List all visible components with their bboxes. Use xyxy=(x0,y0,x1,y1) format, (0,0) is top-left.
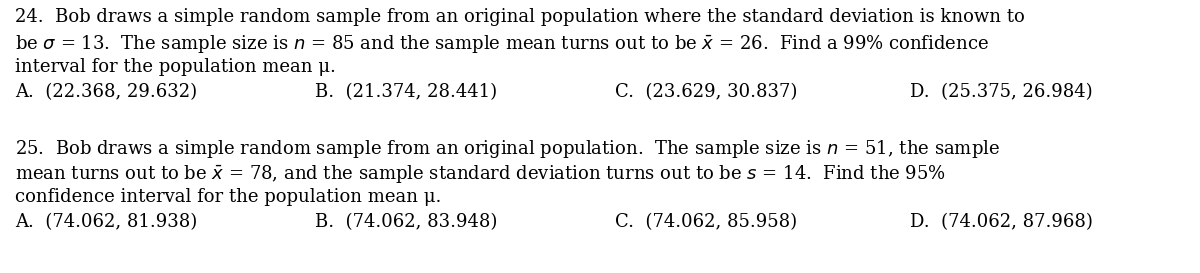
Text: A.  (22.368, 29.632): A. (22.368, 29.632) xyxy=(14,83,197,101)
Text: B.  (21.374, 28.441): B. (21.374, 28.441) xyxy=(314,83,497,101)
Text: D.  (25.375, 26.984): D. (25.375, 26.984) xyxy=(910,83,1093,101)
Text: be $\sigma$ = 13.  The sample size is $n$ = 85 and the sample mean turns out to : be $\sigma$ = 13. The sample size is $n$… xyxy=(14,33,989,55)
Text: 25.  Bob draws a simple random sample from an original population.  The sample s: 25. Bob draws a simple random sample fro… xyxy=(14,138,1000,160)
Text: D.  (74.062, 87.968): D. (74.062, 87.968) xyxy=(910,213,1093,231)
Text: C.  (74.062, 85.958): C. (74.062, 85.958) xyxy=(616,213,797,231)
Text: mean turns out to be $\bar{x}$ = 78, and the sample standard deviation turns out: mean turns out to be $\bar{x}$ = 78, and… xyxy=(14,163,946,185)
Text: C.  (23.629, 30.837): C. (23.629, 30.837) xyxy=(616,83,797,101)
Text: confidence interval for the population mean μ.: confidence interval for the population m… xyxy=(14,188,442,206)
Text: A.  (74.062, 81.938): A. (74.062, 81.938) xyxy=(14,213,197,231)
Text: 24.  Bob draws a simple random sample from an original population where the stan: 24. Bob draws a simple random sample fro… xyxy=(14,8,1025,26)
Text: B.  (74.062, 83.948): B. (74.062, 83.948) xyxy=(314,213,497,231)
Text: interval for the population mean μ.: interval for the population mean μ. xyxy=(14,58,336,76)
